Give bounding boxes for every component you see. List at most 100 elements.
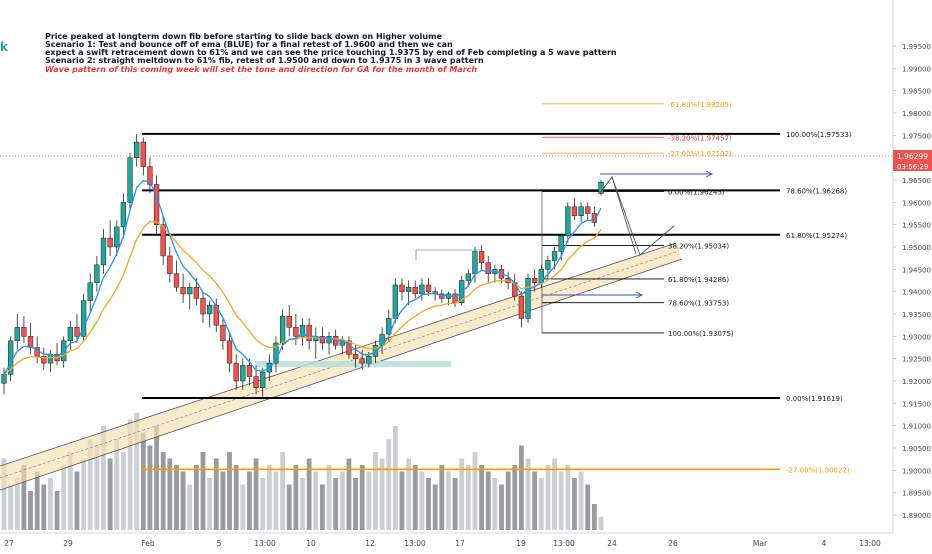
- candle-down: [226, 340, 233, 364]
- volume-bar: [154, 426, 159, 530]
- trend-channel: [0, 242, 683, 491]
- support-zone-box: [255, 361, 451, 367]
- candle-down: [439, 293, 445, 299]
- candle-down: [591, 213, 598, 223]
- candle-down: [518, 295, 525, 319]
- volume-bar: [499, 484, 504, 530]
- candle-up: [260, 371, 266, 388]
- fib-short-label: -27.00%(1.97102): [668, 150, 732, 158]
- candle-down: [147, 166, 153, 185]
- time-tick-label: Feb: [141, 539, 155, 548]
- candle-up: [67, 327, 73, 342]
- countdown-label: 03:56:29: [897, 163, 928, 171]
- note-line-2: Scenario 1: Test and bounce off of ema (…: [45, 40, 453, 49]
- volume-bar: [160, 452, 166, 530]
- candle-up: [558, 235, 564, 252]
- volume-bar: [260, 478, 266, 530]
- volume-bar: [326, 465, 332, 530]
- volume-bar: [591, 504, 597, 530]
- candle-down: [532, 278, 538, 283]
- volume-bar: [558, 471, 564, 530]
- candle-down: [399, 284, 405, 292]
- range-box-line: [415, 249, 480, 260]
- volume-bar: [300, 478, 305, 530]
- candle-up: [127, 157, 133, 203]
- ema-slow-line: [3, 220, 602, 375]
- volume-bar: [545, 465, 551, 530]
- volume-bar: [412, 465, 418, 530]
- candle-down: [167, 255, 173, 275]
- volume-bar: [207, 478, 213, 530]
- volume-bar: [366, 471, 372, 530]
- volume-bar: [353, 478, 358, 530]
- candle-up: [206, 304, 213, 315]
- price-tick-label: 1.91500: [902, 400, 931, 408]
- fib-level-label: 61.80%(1.95274): [786, 232, 847, 240]
- axes-layer: [0, 0, 894, 534]
- candle-down: [246, 365, 253, 377]
- volume-bar: [419, 471, 425, 530]
- candle-up: [279, 315, 286, 344]
- volume-bar: [240, 484, 246, 530]
- time-tick-label: 26: [668, 539, 678, 548]
- scenario-path-2: [599, 176, 637, 255]
- candle-down: [478, 251, 485, 263]
- note-line-1: Price peaked at longterm down fib before…: [45, 32, 442, 41]
- price-tick-label: 1.96500: [902, 177, 931, 185]
- volume-bar: [293, 465, 299, 530]
- trend-channel-upper-line: [0, 242, 677, 467]
- candle-up: [405, 286, 412, 292]
- note-line-4: Scenario 2: straight meltdown to 61% fib…: [45, 56, 484, 65]
- volume-bar: [399, 471, 405, 530]
- note-line-3: expect a swift retracement down to 61% a…: [45, 48, 617, 57]
- volume-bar: [505, 471, 511, 530]
- volume-bar: [320, 484, 325, 530]
- price-tick-label: 1.93000: [902, 333, 931, 341]
- candle-up: [419, 284, 425, 295]
- time-tick-label: 13:00: [254, 539, 276, 548]
- fib-short-label: 61.80%(1.94286): [668, 276, 729, 284]
- candle-up: [386, 318, 392, 335]
- candle-up: [120, 202, 127, 228]
- volume-bar: [306, 458, 312, 530]
- candle-up: [134, 141, 140, 158]
- candle-down: [27, 336, 34, 348]
- fib-short-label: 0.00%(1.96245): [668, 188, 725, 196]
- volume-bar: [54, 491, 60, 530]
- volume-bar: [538, 478, 544, 530]
- candle-down: [412, 286, 418, 295]
- volume-bar: [532, 471, 538, 530]
- volume-bar: [227, 452, 232, 530]
- volume-bar: [313, 471, 319, 530]
- price-tick-label: 1.92000: [902, 378, 931, 386]
- candle-up: [525, 278, 531, 319]
- candle-up: [465, 273, 471, 281]
- volume-bar: [114, 439, 120, 530]
- volume-bar: [21, 465, 27, 530]
- candle-up: [392, 284, 399, 319]
- candle-down: [180, 286, 186, 295]
- candle-down: [107, 237, 113, 248]
- volume-bar: [180, 471, 186, 530]
- volume-bar: [140, 432, 146, 530]
- time-tick-label: 13:00: [859, 539, 881, 548]
- price-tick-label: 1.90000: [902, 467, 931, 475]
- candle-down: [585, 206, 591, 214]
- candle-down: [140, 141, 146, 167]
- volume-bar: [472, 452, 478, 530]
- volume-bar: [512, 465, 518, 530]
- candle-up: [366, 356, 372, 364]
- candle-down: [306, 324, 312, 342]
- volume-bar: [187, 484, 193, 530]
- volume-bar: [233, 465, 239, 530]
- fib-level-label: 78.60%(1.96268): [786, 187, 847, 195]
- volume-bar: [485, 471, 491, 530]
- candle-up: [187, 286, 193, 295]
- candle-down: [153, 184, 160, 225]
- volume-bar: [34, 471, 40, 530]
- time-tick-label: 13:00: [404, 539, 426, 548]
- volume-bar: [339, 471, 345, 530]
- volume-bar: [127, 419, 133, 530]
- fib-level-label: 100.00%(1.97533): [786, 131, 852, 139]
